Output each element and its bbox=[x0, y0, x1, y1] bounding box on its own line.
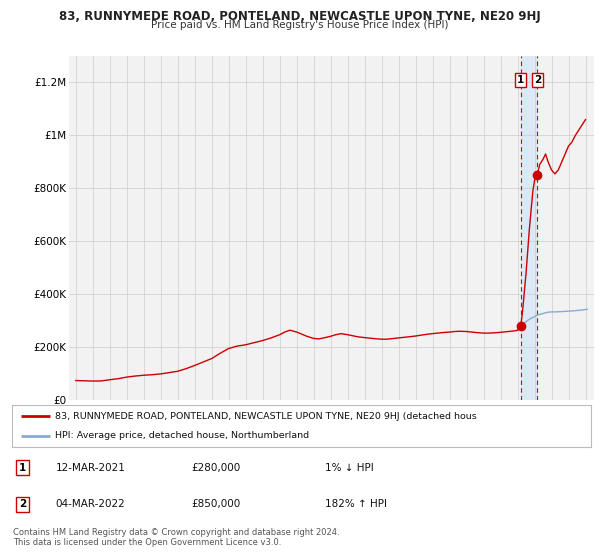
Text: 1: 1 bbox=[517, 75, 524, 85]
Text: This data is licensed under the Open Government Licence v3.0.: This data is licensed under the Open Gov… bbox=[13, 538, 281, 547]
Text: 12-MAR-2021: 12-MAR-2021 bbox=[55, 463, 125, 473]
Text: 1: 1 bbox=[19, 463, 26, 473]
Text: £280,000: £280,000 bbox=[191, 463, 241, 473]
Text: 1% ↓ HPI: 1% ↓ HPI bbox=[325, 463, 373, 473]
Text: Price paid vs. HM Land Registry's House Price Index (HPI): Price paid vs. HM Land Registry's House … bbox=[151, 20, 449, 30]
Text: 83, RUNNYMEDE ROAD, PONTELAND, NEWCASTLE UPON TYNE, NE20 9HJ (detached hous: 83, RUNNYMEDE ROAD, PONTELAND, NEWCASTLE… bbox=[55, 412, 477, 421]
Text: 83, RUNNYMEDE ROAD, PONTELAND, NEWCASTLE UPON TYNE, NE20 9HJ: 83, RUNNYMEDE ROAD, PONTELAND, NEWCASTLE… bbox=[59, 10, 541, 23]
Text: Contains HM Land Registry data © Crown copyright and database right 2024.: Contains HM Land Registry data © Crown c… bbox=[13, 528, 340, 536]
Text: 2: 2 bbox=[19, 499, 26, 509]
Text: 2: 2 bbox=[533, 75, 541, 85]
Bar bbox=[521, 56, 537, 400]
Text: 182% ↑ HPI: 182% ↑ HPI bbox=[325, 499, 386, 509]
Text: HPI: Average price, detached house, Northumberland: HPI: Average price, detached house, Nort… bbox=[55, 431, 310, 440]
Text: 04-MAR-2022: 04-MAR-2022 bbox=[55, 499, 125, 509]
Text: £850,000: £850,000 bbox=[191, 499, 241, 509]
